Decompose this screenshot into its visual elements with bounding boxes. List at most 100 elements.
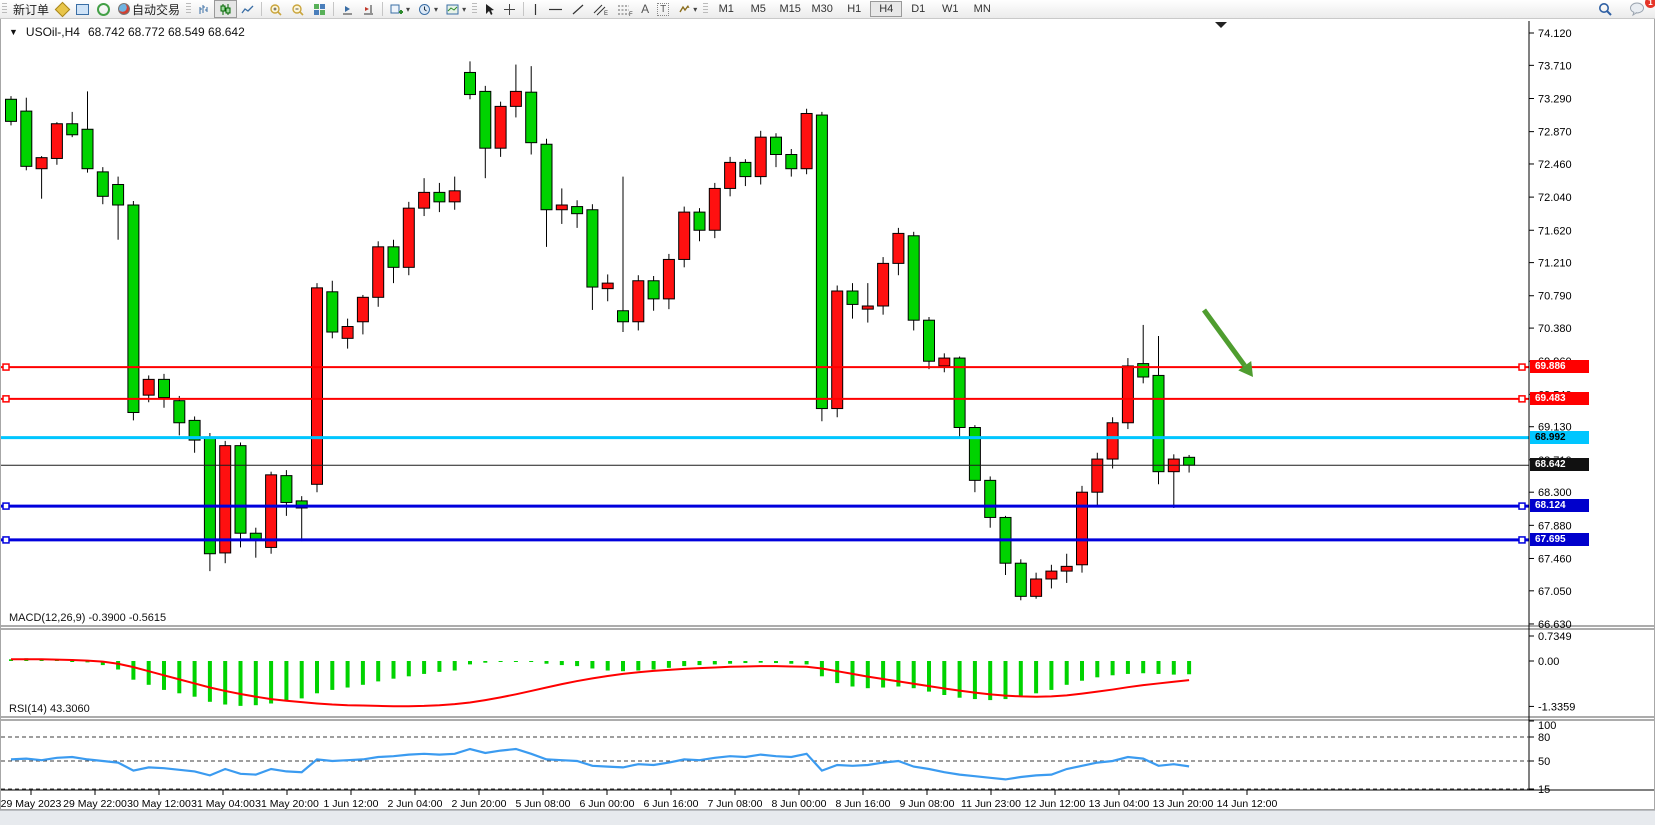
- text-label-button[interactable]: T: [653, 1, 673, 17]
- fibonacci-button[interactable]: F: [613, 1, 637, 17]
- svg-text:8 Jun 16:00: 8 Jun 16:00: [836, 798, 891, 809]
- signal-icon: [97, 2, 111, 16]
- svg-text:72.040: 72.040: [1538, 192, 1572, 204]
- svg-text:7 Jun 08:00: 7 Jun 08:00: [708, 798, 763, 809]
- chart-ohlc-values: 68.742 68.772 68.549 68.642: [87, 25, 245, 39]
- panel-frames: [1, 21, 1654, 791]
- templates-button[interactable]: ▾: [442, 1, 470, 17]
- text-button[interactable]: A: [637, 1, 653, 17]
- crosshair-button[interactable]: [499, 1, 520, 17]
- timeframe-H1[interactable]: H1: [847, 3, 862, 15]
- market-watch-button[interactable]: [53, 1, 72, 17]
- svg-text:71.620: 71.620: [1538, 225, 1572, 237]
- svg-text:71.210: 71.210: [1538, 258, 1572, 270]
- macd-panel: 0.7349 0.00 -1.3359: [9, 631, 1575, 713]
- timeframe-M15[interactable]: M15: [779, 3, 801, 15]
- price-line-badge: 68.992: [1530, 430, 1589, 444]
- timeframe-M1[interactable]: M1: [718, 3, 734, 15]
- rsi-name: RSI(14): [9, 703, 47, 715]
- svg-text:31 May 20:00: 31 May 20:00: [255, 798, 319, 809]
- svg-text:72.870: 72.870: [1538, 127, 1572, 139]
- rsi-value: 43.3060: [49, 703, 90, 715]
- status-bar: [0, 810, 1655, 825]
- template-icon: [446, 4, 459, 14]
- timeframe-group: M1 M5 M15 M30 H1 H4 D1 W1 MN: [710, 1, 998, 17]
- chevron-down-icon: ▾: [693, 4, 698, 14]
- svg-text:72.460: 72.460: [1538, 159, 1572, 171]
- toolbar-grip[interactable]: [703, 3, 709, 15]
- toolbar-grip[interactable]: [2, 3, 7, 15]
- svg-text:2 Jun 20:00: 2 Jun 20:00: [452, 798, 507, 809]
- chart-canvas[interactable]: 74.120 73.710 73.290 72.870 72.460 72.040 71.6…: [1, 19, 1654, 809]
- signals-button[interactable]: [93, 1, 114, 17]
- horizontal-line-button[interactable]: [544, 1, 567, 17]
- toolbar-grip[interactable]: [472, 3, 478, 15]
- autotrading-button[interactable]: 自动交易: [114, 1, 184, 17]
- timeframe-H4[interactable]: H4: [870, 1, 903, 17]
- toolbar-separator: [382, 2, 384, 16]
- chart-context-arrow-icon[interactable]: ▼: [9, 27, 18, 37]
- auto-scroll-icon: [343, 5, 353, 14]
- bar-chart-icon: [199, 4, 208, 14]
- chart-shift-marker[interactable]: [1215, 22, 1227, 28]
- svg-text:8 Jun 00:00: 8 Jun 00:00: [772, 798, 827, 809]
- macd-values: -0.3900 -0.5615: [88, 612, 167, 624]
- chart-shift-button[interactable]: [358, 1, 379, 17]
- vertical-line-icon: [534, 3, 537, 15]
- chart-title: ▼ USOil-,H4 68.742 68.772 68.549 68.642: [9, 25, 245, 39]
- toolbar-grip[interactable]: [186, 3, 192, 15]
- svg-text:14 Jun 12:00: 14 Jun 12:00: [1217, 798, 1278, 809]
- price-line-badge: 69.886: [1530, 360, 1589, 374]
- svg-text:68.300: 68.300: [1538, 487, 1572, 499]
- new-order-button[interactable]: 新订单: [9, 1, 53, 17]
- svg-text:100: 100: [1538, 720, 1556, 732]
- arrows-button[interactable]: ▾: [673, 1, 701, 17]
- zoom-out-button[interactable]: [287, 1, 309, 17]
- svg-text:15: 15: [1538, 784, 1550, 796]
- equidistant-channel-button[interactable]: E: [589, 1, 613, 17]
- toolbar-separator: [333, 2, 335, 16]
- auto-scroll-button[interactable]: [337, 1, 358, 17]
- trendline-icon: [572, 4, 584, 14]
- chart-window[interactable]: 74.120 73.710 73.290 72.870 72.460 72.040 71.6…: [0, 18, 1655, 810]
- time-axis[interactable]: 29 May 2023 29 May 22:00 30 May 12:00 31 Ma…: [1, 790, 1278, 809]
- timeframe-W1[interactable]: W1: [941, 3, 959, 15]
- svg-text:67.880: 67.880: [1538, 520, 1572, 532]
- search-button[interactable]: [1594, 1, 1617, 17]
- arrow-annotation[interactable]: [1201, 308, 1253, 377]
- timeframe-M30[interactable]: M30: [811, 3, 833, 15]
- toolbar-separator: [523, 2, 525, 16]
- new-order-label: 新订单: [13, 2, 50, 17]
- main-toolbar: 新订单 自动交易: [0, 0, 1655, 19]
- horizontal-lines[interactable]: [1, 363, 1529, 544]
- vertical-line-button[interactable]: [527, 1, 544, 17]
- cursor-icon: [486, 3, 495, 15]
- periods-button[interactable]: ▾: [414, 1, 442, 17]
- timeframe-MN[interactable]: MN: [973, 3, 991, 15]
- add-indicator-button[interactable]: ▾: [386, 1, 414, 17]
- zoom-in-button[interactable]: [265, 1, 287, 17]
- line-chart-button[interactable]: [237, 1, 258, 17]
- cursor-button[interactable]: [479, 1, 499, 17]
- toolbar-right: 1: [1594, 0, 1655, 17]
- svg-text:F: F: [629, 12, 633, 16]
- candlestick-chart-button[interactable]: [214, 0, 238, 18]
- price-line-badge: 69.483: [1530, 391, 1589, 405]
- chevron-down-icon: ▾: [406, 4, 411, 14]
- svg-text:67.050: 67.050: [1538, 586, 1572, 598]
- notifications-button[interactable]: 1: [1625, 0, 1655, 17]
- data-window-button[interactable]: [72, 1, 93, 17]
- price-line-badge: 68.124: [1530, 499, 1589, 513]
- timeframe-M5[interactable]: M5: [750, 3, 766, 15]
- trendline-button[interactable]: [567, 1, 589, 17]
- macd-signal-line: [11, 658, 1190, 708]
- svg-text:6 Jun 16:00: 6 Jun 16:00: [644, 798, 699, 809]
- svg-text:70.790: 70.790: [1538, 291, 1572, 303]
- timeframe-D1[interactable]: D1: [911, 3, 926, 15]
- svg-text:13 Jun 04:00: 13 Jun 04:00: [1089, 798, 1150, 809]
- svg-text:11 Jun 23:00: 11 Jun 23:00: [961, 798, 1021, 809]
- tile-windows-button[interactable]: [309, 1, 330, 17]
- bar-chart-button[interactable]: [193, 1, 214, 17]
- svg-text:-1.3359: -1.3359: [1538, 701, 1575, 713]
